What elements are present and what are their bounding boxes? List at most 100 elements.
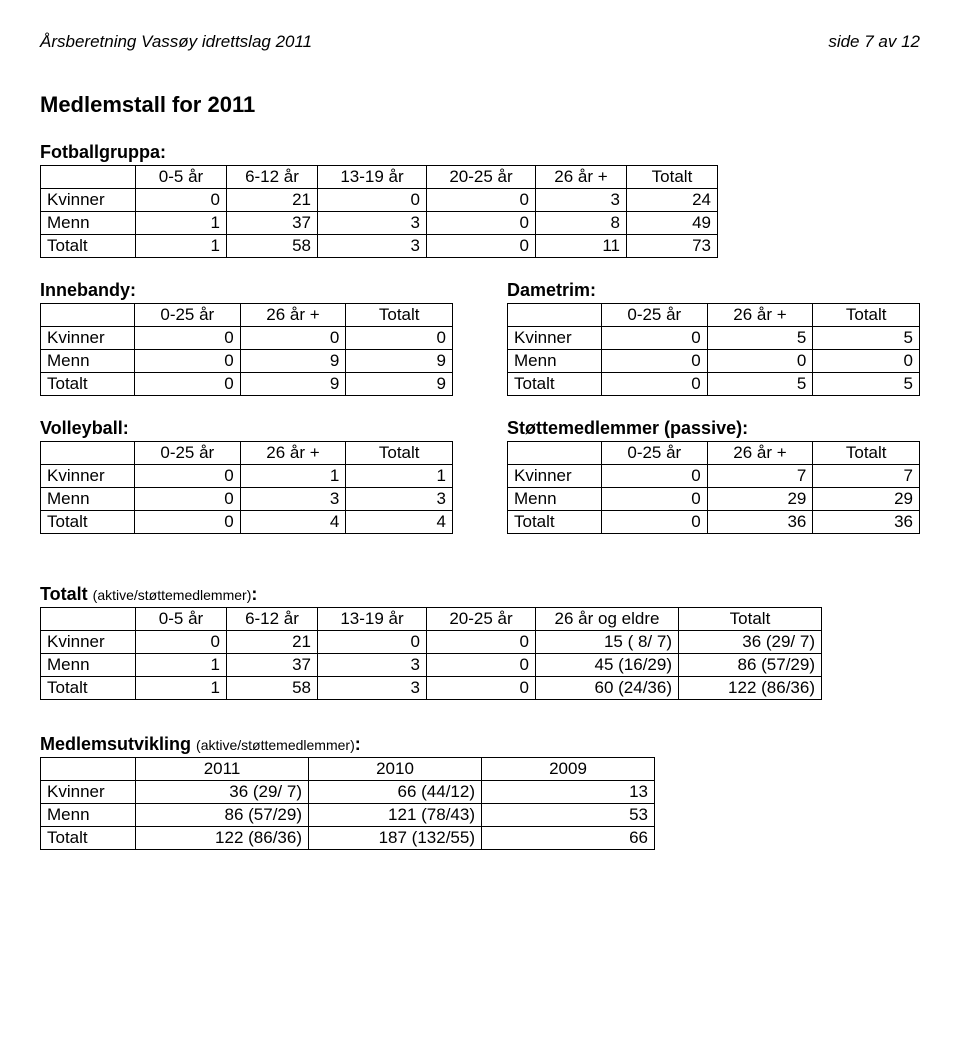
cell: 0 — [136, 631, 227, 654]
innebandy-block: Innebandy: 0-25 år 26 år + Totalt Kvinne… — [40, 280, 453, 396]
row-label: Totalt — [41, 511, 135, 534]
utvikling-heading-c: : — [355, 734, 361, 754]
cell: 5 — [813, 327, 920, 350]
volleyball-table: 0-25 år 26 år + Totalt Kvinner 0 1 1 Men… — [40, 441, 453, 534]
cell: 3 — [346, 488, 453, 511]
row-label: Kvinner — [41, 189, 136, 212]
cell: 0 — [601, 327, 707, 350]
row-label: Menn — [41, 488, 135, 511]
table-row: Totalt 0 9 9 — [41, 373, 453, 396]
col-header: 26 år og eldre — [536, 608, 679, 631]
col-header: 13-19 år — [318, 166, 427, 189]
header-right: side 7 av 12 — [828, 32, 920, 52]
cell: 0 — [601, 373, 707, 396]
row-label: Menn — [41, 212, 136, 235]
cell: 0 — [427, 654, 536, 677]
page-header: Årsberetning Vassøy idrettslag 2011 side… — [40, 32, 920, 52]
row-label: Menn — [508, 350, 602, 373]
stotte-table: 0-25 år 26 år + Totalt Kvinner 0 7 7 Men… — [507, 441, 920, 534]
cell: 0 — [601, 350, 707, 373]
cell: 0 — [601, 465, 707, 488]
cell: 58 — [227, 677, 318, 700]
cell: 3 — [318, 654, 427, 677]
cell: 45 (16/29) — [536, 654, 679, 677]
table-row: Kvinner 0 5 5 — [508, 327, 920, 350]
cell: 0 — [427, 235, 536, 258]
row-label: Kvinner — [41, 465, 135, 488]
cell: 4 — [346, 511, 453, 534]
row-label: Kvinner — [41, 327, 135, 350]
table-row: Menn 0 29 29 — [508, 488, 920, 511]
cell: 8 — [536, 212, 627, 235]
cell: 0 — [134, 465, 240, 488]
col-header: 0-25 år — [601, 442, 707, 465]
col-header: 20-25 år — [427, 608, 536, 631]
cell: 66 — [482, 827, 655, 850]
cell: 0 — [134, 488, 240, 511]
cell: 13 — [482, 781, 655, 804]
cell: 0 — [601, 511, 707, 534]
dametrim-table: 0-25 år 26 år + Totalt Kvinner 0 5 5 Men… — [507, 303, 920, 396]
cell: 0 — [134, 373, 240, 396]
cell: 36 (29/ 7) — [136, 781, 309, 804]
pair-volleyball-stotte: Volleyball: 0-25 år 26 år + Totalt Kvinn… — [40, 418, 920, 534]
cell: 3 — [318, 677, 427, 700]
cell: 7 — [813, 465, 920, 488]
table-row: Totalt 0 4 4 — [41, 511, 453, 534]
aktive-heading-a: Totalt — [40, 584, 93, 604]
cell: 121 (78/43) — [309, 804, 482, 827]
row-label: Menn — [41, 804, 136, 827]
cell: 0 — [427, 189, 536, 212]
utvikling-table: 2011 2010 2009 Kvinner 36 (29/ 7) 66 (44… — [40, 757, 655, 850]
table-row: Kvinner 0 21 0 0 15 ( 8/ 7) 36 (29/ 7) — [41, 631, 822, 654]
col-header: Totalt — [627, 166, 718, 189]
cell: 0 — [707, 350, 813, 373]
innebandy-heading: Innebandy: — [40, 280, 453, 301]
col-header: Totalt — [346, 442, 453, 465]
cell: 11 — [536, 235, 627, 258]
cell: 15 ( 8/ 7) — [536, 631, 679, 654]
table-row: Kvinner 0 7 7 — [508, 465, 920, 488]
cell: 1 — [346, 465, 453, 488]
table-row: Kvinner 0 1 1 — [41, 465, 453, 488]
cell: 0 — [134, 511, 240, 534]
col-header: 0-25 år — [601, 304, 707, 327]
table-row: Menn 86 (57/29) 121 (78/43) 53 — [41, 804, 655, 827]
cell: 0 — [427, 631, 536, 654]
row-label: Kvinner — [508, 465, 602, 488]
cell: 3 — [318, 235, 427, 258]
cell: 0 — [240, 327, 346, 350]
cell: 9 — [240, 373, 346, 396]
pair-innebandy-dametrim: Innebandy: 0-25 år 26 år + Totalt Kvinne… — [40, 280, 920, 396]
col-header: 26 år + — [707, 442, 813, 465]
col-header: 6-12 år — [227, 166, 318, 189]
aktive-heading-b: (aktive/støttemedlemmer) — [93, 587, 252, 603]
cell: 122 (86/36) — [136, 827, 309, 850]
cell: 9 — [346, 350, 453, 373]
cell: 49 — [627, 212, 718, 235]
cell: 86 (57/29) — [679, 654, 822, 677]
table-header-row: 0-25 år 26 år + Totalt — [508, 304, 920, 327]
cell: 1 — [136, 654, 227, 677]
cell: 36 (29/ 7) — [679, 631, 822, 654]
cell: 3 — [240, 488, 346, 511]
cell: 7 — [707, 465, 813, 488]
col-header: 2009 — [482, 758, 655, 781]
cell: 5 — [707, 373, 813, 396]
cell: 0 — [427, 677, 536, 700]
cell: 3 — [318, 212, 427, 235]
cell: 1 — [240, 465, 346, 488]
cell: 0 — [318, 189, 427, 212]
col-header: 2011 — [136, 758, 309, 781]
aktive-heading-c: : — [251, 584, 257, 604]
aktive-heading: Totalt (aktive/støttemedlemmer): — [40, 584, 920, 605]
cell: 0 — [136, 189, 227, 212]
utvikling-heading-a: Medlemsutvikling — [40, 734, 196, 754]
col-header: Totalt — [813, 442, 920, 465]
stotte-block: Støttemedlemmer (passive): 0-25 år 26 år… — [507, 418, 920, 534]
col-header: 0-5 år — [136, 608, 227, 631]
table-row: Kvinner 0 21 0 0 3 24 — [41, 189, 718, 212]
table-row: Totalt 0 36 36 — [508, 511, 920, 534]
cell: 37 — [227, 654, 318, 677]
cell: 0 — [318, 631, 427, 654]
